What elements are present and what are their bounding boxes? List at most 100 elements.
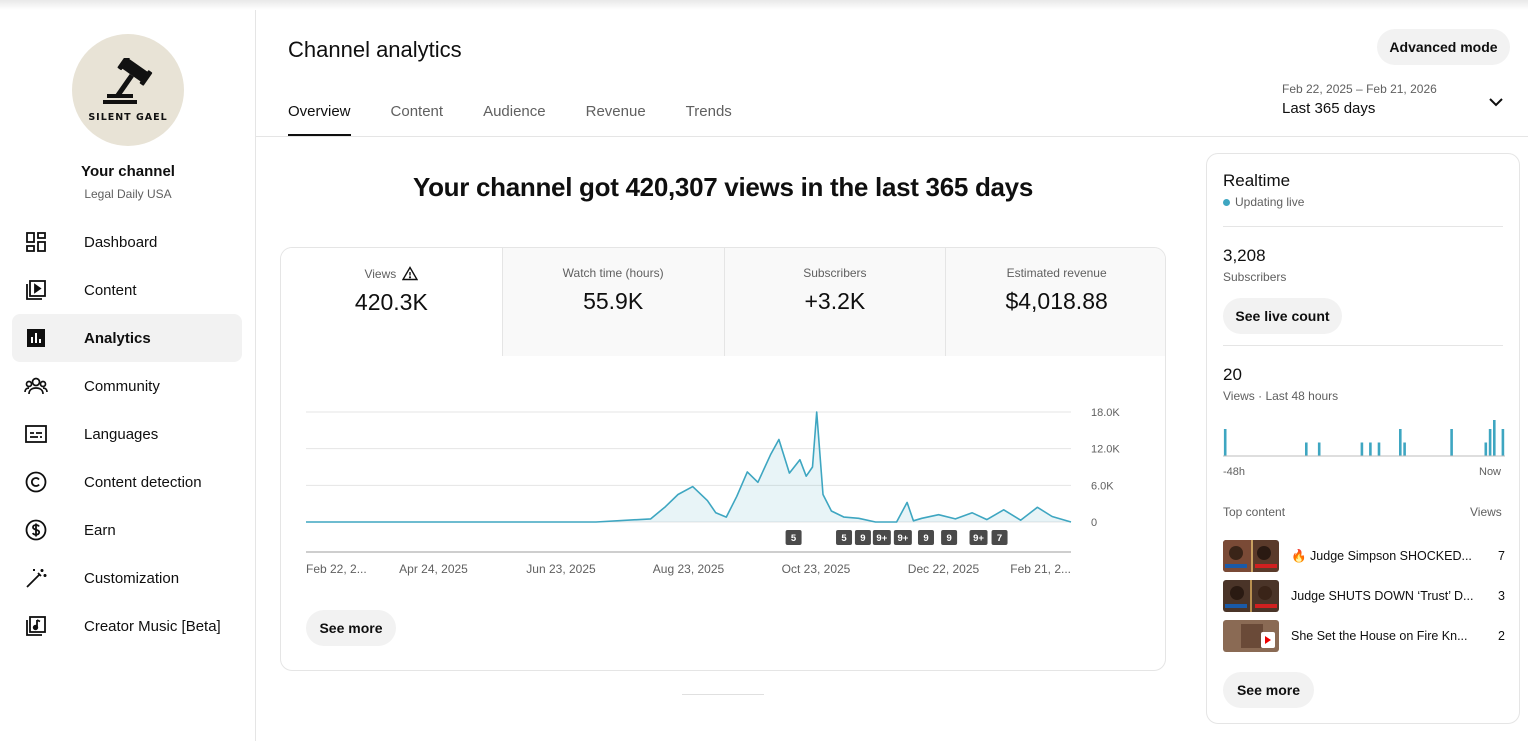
top-content-views-header: Views [1470, 505, 1502, 519]
sidebar-item-label: Content detection [84, 473, 202, 491]
sidebar-item-label: Earn [84, 521, 116, 539]
card-bottom-divider [682, 694, 764, 695]
realtime-axis-end: Now [1479, 466, 1502, 478]
metric-value: 420.3K [354, 289, 428, 315]
video-publish-marker [836, 530, 853, 545]
realtime-views-bar-chart[interactable] [1223, 416, 1505, 458]
metric-label: Watch time (hours) [562, 266, 664, 280]
realtime-axis-start: -48h [1223, 466, 1246, 478]
video-publish-marker-label: 9+ [973, 533, 984, 544]
music-icon [24, 614, 48, 638]
sidebar-item-label: Community [84, 377, 160, 395]
community-icon [24, 374, 48, 398]
video-publish-marker [893, 530, 912, 545]
y-tick-label: 12.0K [1091, 444, 1120, 456]
sidebar-item-creator-music[interactable]: Creator Music [Beta] [12, 602, 242, 650]
channel-logo-text: SILENT GAEL [88, 111, 168, 123]
sidebar-item-languages[interactable]: Languages [12, 410, 242, 458]
realtime-see-more-button[interactable]: See more [1223, 672, 1314, 708]
video-thumbnail [1223, 580, 1279, 612]
see-more-button[interactable]: See more [306, 610, 396, 646]
realtime-subscribers-label: Subscribers [1223, 270, 1287, 284]
date-preset-selector[interactable]: Last 365 days [1282, 100, 1376, 117]
tab-trends[interactable]: Trends [685, 103, 732, 120]
divider [1223, 226, 1503, 227]
sidebar-item-community[interactable]: Community [12, 362, 242, 410]
top-content-row[interactable]: 🔥 Judge Simpson SHOCKED... 7 [1223, 540, 1505, 572]
sidebar-item-analytics[interactable]: Analytics [12, 314, 242, 362]
realtime-bar [1501, 429, 1505, 456]
date-range-text[interactable]: Feb 22, 2025 – Feb 21, 2026 [1282, 82, 1437, 96]
x-tick-label: Feb 22, 2... [306, 562, 367, 576]
sidebar-item-content[interactable]: Content [12, 266, 242, 314]
advanced-mode-button[interactable]: Advanced mode [1377, 29, 1510, 65]
x-tick-label: Feb 21, 2... [1010, 562, 1071, 576]
warning-icon[interactable] [402, 266, 419, 281]
divider [1223, 345, 1503, 346]
y-tick-label: 18.0K [1091, 407, 1120, 419]
metric-value: 55.9K [583, 288, 644, 314]
video-publish-marker [991, 530, 1008, 545]
video-thumbnail [1223, 620, 1279, 652]
top-content-header: Top content [1223, 505, 1286, 519]
metric-label: Views [364, 266, 397, 281]
metric-watch-time[interactable]: Watch time (hours) 55.9K [501, 248, 724, 356]
sidebar: SILENT GAEL Your channel Legal Daily USA… [0, 10, 256, 741]
realtime-title: Realtime [1223, 171, 1291, 190]
video-publish-marker [941, 530, 958, 545]
video-publish-marker [917, 530, 934, 545]
metric-value: +3.2K [804, 288, 866, 314]
x-tick-label: Apr 24, 2025 [399, 562, 468, 576]
y-tick-label: 6.0K [1091, 480, 1114, 492]
top-content-row[interactable]: Judge SHUTS DOWN ‘Trust’ D... 3 [1223, 580, 1505, 612]
see-live-count-button[interactable]: See live count [1223, 298, 1342, 334]
content-icon [24, 278, 48, 302]
video-publish-marker [854, 530, 871, 545]
realtime-bar [1488, 429, 1492, 456]
metric-tabs: Views 420.3K Watch time (hours) 55.9K Su… [281, 248, 1165, 356]
tab-audience[interactable]: Audience [483, 103, 546, 120]
video-publish-marker [872, 530, 891, 545]
video-publish-marker-label: 9 [860, 533, 865, 544]
tab-overview[interactable]: Overview [288, 90, 351, 136]
realtime-views-value: 20 [1223, 365, 1242, 384]
sidebar-item-label: Customization [84, 569, 180, 587]
gavel-logo-icon [103, 57, 153, 104]
x-tick-label: Jun 23, 2025 [526, 562, 596, 576]
sidebar-nav: Dashboard Content Analytics Community La… [12, 218, 242, 650]
x-tick-label: Aug 23, 2025 [653, 562, 725, 576]
top-content-title: She Set the House on Fire Kn... [1291, 629, 1468, 643]
sidebar-item-customization[interactable]: Customization [12, 554, 242, 602]
realtime-bar [1377, 442, 1381, 456]
video-publish-marker-label: 9+ [897, 533, 908, 544]
realtime-bar [1223, 429, 1227, 456]
sidebar-item-dashboard[interactable]: Dashboard [12, 218, 242, 266]
top-content-row[interactable]: She Set the House on Fire Kn... 2 [1223, 620, 1505, 652]
metric-estimated-revenue[interactable]: Estimated revenue $4,018.88 [945, 248, 1165, 356]
x-tick-label: Dec 22, 2025 [908, 562, 980, 576]
channel-avatar[interactable]: SILENT GAEL [72, 34, 184, 146]
tab-revenue[interactable]: Revenue [585, 103, 646, 120]
sidebar-item-earn[interactable]: Earn [12, 506, 242, 554]
dashboard-icon [24, 230, 48, 254]
tab-content[interactable]: Content [390, 103, 444, 120]
analytics-icon [24, 326, 48, 350]
video-publish-marker-label: 5 [791, 533, 797, 544]
metric-views[interactable]: Views 420.3K [281, 248, 502, 356]
realtime-status: Updating live [1223, 195, 1304, 209]
realtime-bar [1399, 429, 1402, 456]
chevron-down-icon[interactable] [1484, 90, 1508, 114]
top-content-title: 🔥 Judge Simpson SHOCKED... [1291, 548, 1472, 563]
video-publish-marker-label: 9 [946, 533, 951, 544]
sidebar-item-content-detection[interactable]: Content detection [12, 458, 242, 506]
video-publish-marker-label: 9+ [876, 533, 887, 544]
languages-icon [24, 422, 48, 446]
copyright-icon [24, 470, 48, 494]
views-line-chart[interactable]: 18.0K 12.0K 6.0K 0 5 5 9 9+ 9+ 9 9 9+ 7 Feb 22, 2... A… [281, 356, 1166, 596]
video-publish-marker [969, 530, 988, 545]
top-content-views: 3 [1498, 589, 1505, 603]
metric-subscribers[interactable]: Subscribers +3.2K [723, 248, 946, 356]
realtime-subscribers-value: 3,208 [1223, 246, 1266, 265]
window-top-shadow [0, 0, 1528, 10]
channel-name: Legal Daily USA [84, 187, 172, 201]
